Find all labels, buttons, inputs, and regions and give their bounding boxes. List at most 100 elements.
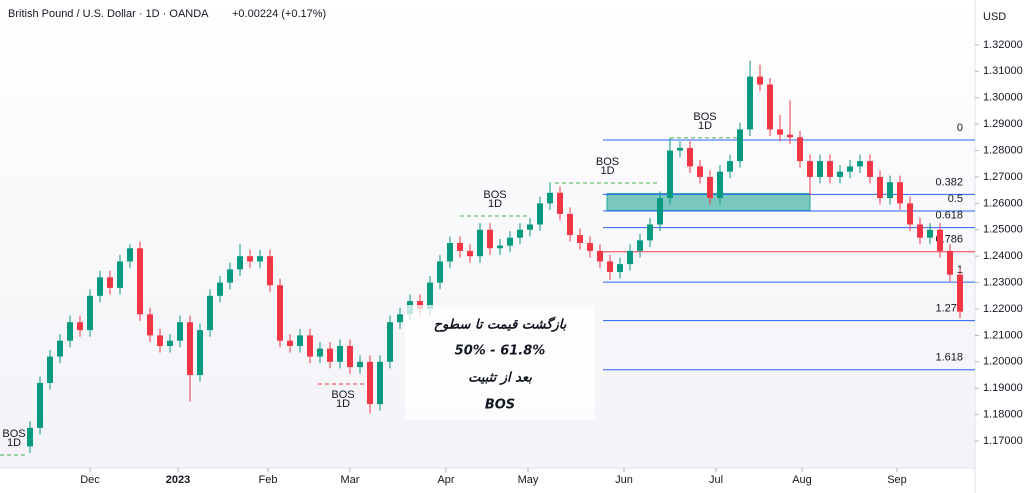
x-tick-label: Feb (259, 474, 278, 486)
fib-label: 0.618 (935, 210, 963, 222)
candle-body (137, 248, 143, 315)
candle-body (197, 330, 203, 376)
candle-body (807, 161, 813, 177)
candle-body (587, 242, 593, 251)
x-tick-label: Mar (341, 474, 360, 486)
candle-body (897, 182, 903, 204)
candle-body (577, 235, 583, 243)
bos-timeframe: 1D (7, 437, 21, 449)
bos-timeframe: 1D (488, 198, 502, 210)
fib-label: 0.5 (948, 193, 963, 205)
y-tick-label: 1.21000 (983, 329, 1023, 341)
candle-body (267, 256, 273, 286)
candle-body (397, 314, 403, 323)
x-tick-label: Jul (709, 474, 723, 486)
candle-body (767, 84, 773, 130)
candle-body (457, 242, 463, 251)
candle-body (177, 322, 183, 341)
y-tick-label: 1.24000 (983, 250, 1023, 262)
bos-label: BOS (331, 389, 354, 401)
candle-body (677, 147, 683, 151)
x-tick-label: Apr (437, 474, 454, 486)
candle-body (597, 250, 603, 262)
x-tick-label: Dec (80, 474, 100, 486)
y-tick-label: 1.32000 (983, 39, 1023, 51)
x-tick-label: Jun (615, 474, 633, 486)
x-tick-label: Sep (887, 474, 907, 486)
candle-body (337, 345, 343, 362)
candle-body (517, 229, 523, 238)
candle-body (27, 427, 33, 447)
y-tick-label: 1.18000 (983, 409, 1023, 421)
y-tick-label: 1.20000 (983, 356, 1023, 368)
candle-body (217, 282, 223, 296)
candle-body (277, 285, 283, 341)
bos-label: BOS (483, 189, 506, 201)
y-tick-label: 1.23000 (983, 277, 1023, 289)
candle-body (717, 171, 723, 199)
candle-body (547, 192, 553, 204)
candle-body (827, 161, 833, 177)
candle-body (387, 322, 393, 362)
candle-body (787, 134, 793, 138)
y-tick-label: 1.22000 (983, 303, 1023, 315)
bos-timeframe: 1D (336, 398, 350, 410)
bos-label: BOS (693, 111, 716, 123)
candle-body (227, 269, 233, 283)
candle-body (157, 335, 163, 346)
x-tick-label: Aug (792, 474, 812, 486)
candle-body (97, 277, 103, 296)
y-tick-label: 1.25000 (983, 224, 1023, 236)
candle-body (757, 76, 763, 85)
candle-body (437, 261, 443, 283)
candle-body (87, 295, 93, 331)
candle-body (57, 340, 63, 357)
candle-body (707, 176, 713, 199)
fib-label: 0.382 (935, 176, 963, 188)
bos-timeframe: 1D (600, 165, 614, 177)
candle-body (497, 245, 503, 249)
y-tick-label: 1.19000 (983, 382, 1023, 394)
candle-body (47, 356, 53, 383)
candle-body (367, 361, 373, 405)
price-change: +0.00224 (+0.17%) (232, 8, 326, 20)
candle-body (607, 261, 613, 273)
note-line: BOS (485, 398, 515, 413)
candle-body (937, 229, 943, 251)
candle-body (647, 224, 653, 241)
candle-body (527, 224, 533, 230)
candle-body (117, 261, 123, 288)
fib-label: 1.618 (935, 352, 963, 364)
candle-body (427, 282, 433, 310)
candle-body (147, 314, 153, 336)
candle-body (617, 264, 623, 273)
candle-body (67, 322, 73, 341)
candle-body (877, 176, 883, 199)
candle-body (237, 256, 243, 270)
candle-body (887, 182, 893, 199)
candle-body (167, 340, 173, 346)
candle-body (857, 161, 863, 167)
symbol-title: British Pound / U.S. Dollar · 1D · OANDA (8, 8, 209, 20)
candle-body (37, 382, 43, 428)
y-tick-label: 1.27000 (983, 171, 1023, 183)
candle-body (347, 345, 353, 368)
candle-body (727, 161, 733, 172)
candle-body (247, 256, 253, 262)
candle-body (917, 224, 923, 238)
candle-body (127, 248, 133, 262)
candle-body (107, 277, 113, 288)
bos-timeframe: 1D (698, 120, 712, 132)
candle-body (207, 295, 213, 331)
y-tick-label: 1.30000 (983, 92, 1023, 104)
candle-body (477, 229, 483, 257)
candle-body (537, 203, 543, 225)
currency: USD (983, 11, 1006, 23)
bos-label: BOS (596, 156, 619, 168)
candle-body (907, 203, 913, 225)
candle-body (187, 322, 193, 376)
candle-body (327, 348, 333, 362)
y-tick-label: 1.28000 (983, 144, 1023, 156)
